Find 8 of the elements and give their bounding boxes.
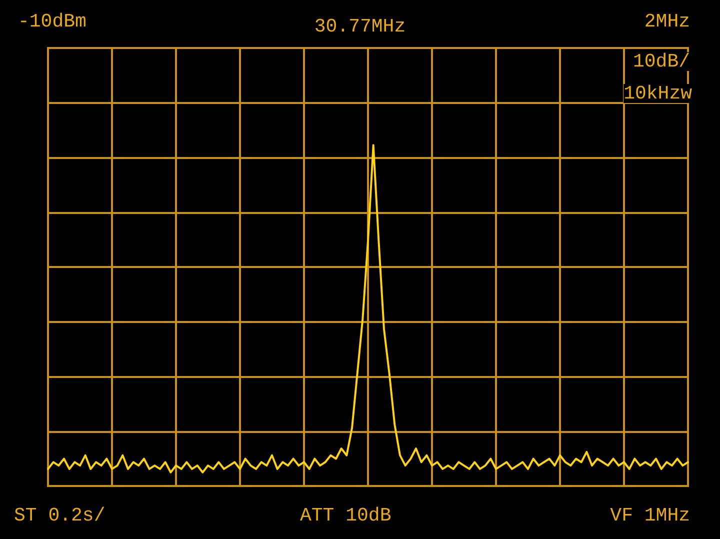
- text: 10dB/: [632, 50, 690, 72]
- text: ATT 10dB: [300, 504, 392, 526]
- text: VF 1MHz: [610, 504, 690, 526]
- text: ST 0.2s/: [14, 504, 106, 526]
- text: -10dBm: [18, 10, 86, 32]
- chart-title: 30.77MHz: [314, 16, 406, 38]
- text: 2MHz: [644, 10, 690, 32]
- text: 10kHzw: [624, 82, 693, 104]
